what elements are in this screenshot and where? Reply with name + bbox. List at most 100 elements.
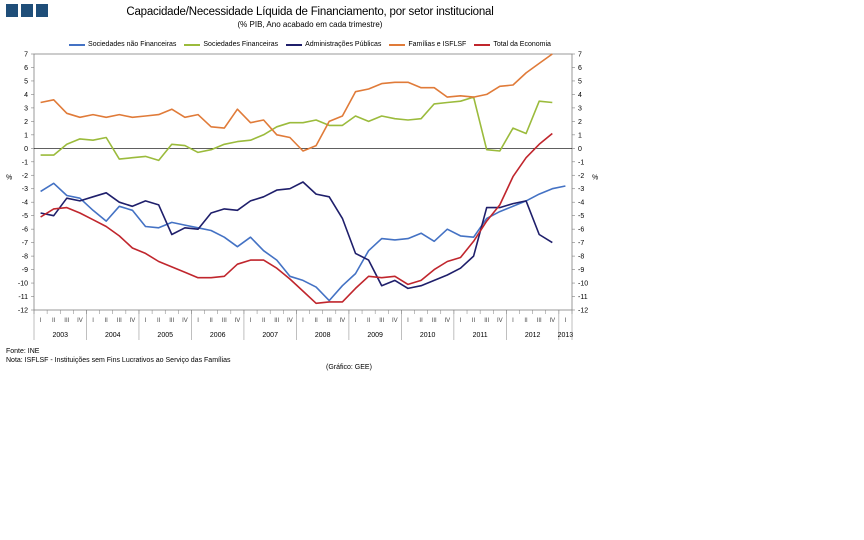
y-tick-label-right: -8 [578, 254, 584, 261]
y-tick-label-left: -3 [22, 186, 28, 193]
x-quarter-label: II [472, 318, 476, 324]
y-tick-label-right: 1 [578, 132, 582, 139]
x-quarter-label: I [302, 318, 304, 324]
x-quarter-label: III [64, 318, 69, 324]
x-quarter-label: IV [77, 318, 83, 324]
gee-logo [6, 4, 48, 17]
x-quarter-label: II [367, 318, 371, 324]
legend-swatch [69, 43, 86, 46]
x-quarter-label: IV [182, 318, 188, 324]
y-tick-label-left: -7 [22, 240, 28, 247]
legend-label: Administrações Públicas [305, 41, 382, 48]
x-quarter-label: III [222, 318, 227, 324]
legend-label: Total da Economia [493, 41, 551, 48]
chart-title: Capacidade/Necessidade Líquida de Financ… [126, 6, 494, 18]
footnote: Nota: ISFLSF - Instituições sem Fins Luc… [6, 357, 231, 364]
plot-area [33, 53, 573, 311]
x-quarter-label: I [92, 318, 94, 324]
x-year-label: 2010 [420, 332, 436, 339]
y-tick-label-right: -4 [578, 200, 584, 207]
x-quarter-label: IV [287, 318, 293, 324]
y-tick-label-right: -1 [578, 159, 584, 166]
x-quarter-label: II [209, 318, 213, 324]
legend-label: Sociedades Financeiras [203, 41, 279, 48]
y-tick-label-left: -5 [22, 213, 28, 220]
y-tick-label-left: -10 [18, 281, 28, 288]
x-quarter-label: IV [497, 318, 503, 324]
x-quarter-label: IV [392, 318, 398, 324]
x-quarter-label: II [419, 318, 423, 324]
legend-label: Sociedades não Financeiras [88, 41, 177, 48]
legend-item-familias-isflsf: Famílias e ISFLSF [389, 41, 466, 48]
x-quarter-label: III [379, 318, 384, 324]
y-tick-label-left: 6 [24, 65, 28, 72]
x-quarter-label: IV [130, 318, 136, 324]
y-tick-label-left: -9 [22, 267, 28, 274]
chart-credit: (Gráfico: GEE) [326, 364, 372, 371]
y-tick-label-right: -6 [578, 227, 584, 234]
y-tick-label-left: 4 [24, 92, 28, 99]
x-quarter-label: IV [340, 318, 346, 324]
y-tick-label-left: 5 [24, 78, 28, 85]
y-tick-label-right: -2 [578, 173, 584, 180]
series-line-0 [40, 182, 566, 302]
x-quarter-label: II [262, 318, 266, 324]
x-quarter-label: I [512, 318, 514, 324]
y-tick-label-right: -12 [578, 308, 588, 315]
x-quarter-label: I [197, 318, 199, 324]
x-year-label: 2007 [262, 332, 278, 339]
x-quarter-label: IV [445, 318, 451, 324]
series-line-3 [40, 53, 553, 152]
y-tick-label-right: 7 [578, 52, 582, 59]
x-quarter-label: I [250, 318, 252, 324]
legend-swatch [389, 43, 406, 46]
legend-swatch [184, 43, 201, 46]
y-tick-label-left: -6 [22, 227, 28, 234]
y-tick-label-right: 4 [578, 92, 582, 99]
y-tick-label-left: 3 [24, 105, 28, 112]
x-quarter-label: II [104, 318, 108, 324]
y-tick-label-left: 1 [24, 132, 28, 139]
y-tick-label-left: 7 [24, 52, 28, 59]
x-year-label: 2013 [558, 332, 574, 339]
x-year-label: 2006 [210, 332, 226, 339]
y-tick-label-right: -9 [578, 267, 584, 274]
chart-legend: Sociedades não Financeiras Sociedades Fi… [40, 41, 580, 48]
series-line-2 [40, 181, 553, 290]
x-quarter-label: II [157, 318, 161, 324]
x-quarter-label: I [145, 318, 147, 324]
legend-item-administracoes-publicas: Administrações Públicas [286, 41, 381, 48]
y-tick-label-right: 6 [578, 65, 582, 72]
y-tick-label-right: -3 [578, 186, 584, 193]
series-line-1 [40, 96, 553, 162]
y-tick-label-right: -5 [578, 213, 584, 220]
x-year-label: 2012 [525, 332, 541, 339]
y-tick-label-right: -11 [578, 294, 588, 301]
x-quarter-label: IV [549, 318, 555, 324]
series-line-4 [40, 132, 553, 305]
y-tick-label-right: 5 [578, 78, 582, 85]
legend-label: Famílias e ISFLSF [408, 41, 467, 48]
x-year-label: 2004 [105, 332, 121, 339]
legend-item-sociedades-financeiras: Sociedades Financeiras [184, 41, 278, 48]
x-quarter-label: I [565, 318, 567, 324]
x-year-label: 2008 [315, 332, 331, 339]
x-quarter-label: II [524, 318, 528, 324]
y-tick-label-right: -7 [578, 240, 584, 247]
x-quarter-label: I [40, 318, 42, 324]
x-quarter-label: III [537, 318, 542, 324]
x-quarter-label: III [117, 318, 122, 324]
x-year-label: 2003 [52, 332, 68, 339]
source-note: Fonte: INE [6, 348, 40, 355]
y-unit-left: % [6, 174, 12, 181]
y-tick-label-left: -2 [22, 173, 28, 180]
y-tick-label-left: -8 [22, 254, 28, 261]
legend-item-total-economia: Total da Economia [474, 41, 551, 48]
x-year-label: 2005 [157, 332, 173, 339]
chart-subtitle: (% PIB, Ano acabado em cada trimestre) [237, 20, 383, 29]
y-tick-label-right: 3 [578, 105, 582, 112]
x-quarter-label: III [432, 318, 437, 324]
y-tick-label-left: -12 [18, 308, 28, 315]
x-quarter-label: I [460, 318, 462, 324]
